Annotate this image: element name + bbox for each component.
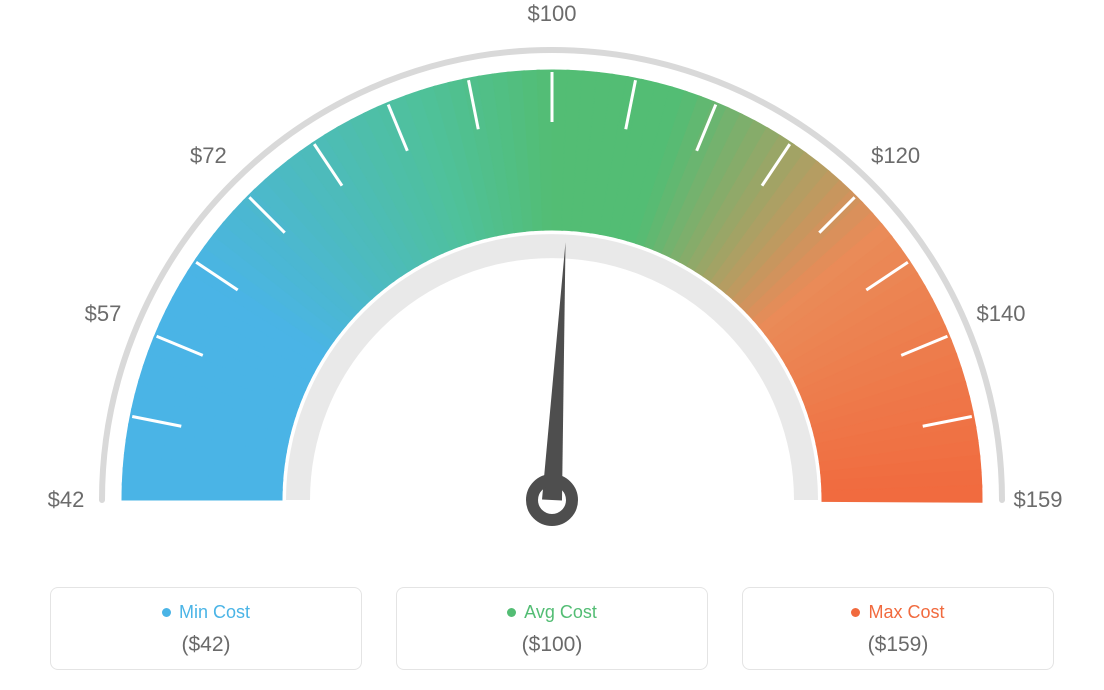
legend-label-max: Max Cost [868,602,944,623]
legend-value-max: ($159) [743,633,1053,657]
legend-value-avg: ($100) [397,633,707,657]
gauge-tick-label: $159 [1014,487,1063,513]
legend-label-avg: Avg Cost [524,602,597,623]
cost-gauge-chart: $42 $57 $72 $100 $120 $140 $159 Min Cost ($42)… [0,0,1104,690]
gauge-tick-label: $72 [190,143,227,169]
legend-dot-min [162,608,171,617]
legend-title-max: Max Cost [851,602,944,623]
legend-card-min: Min Cost ($42) [50,587,362,670]
gauge-tick-label: $100 [528,1,577,27]
legend-card-max: Max Cost ($159) [742,587,1054,670]
legend-label-min: Min Cost [179,602,250,623]
gauge-tick-label: $57 [85,301,122,327]
legend-row: Min Cost ($42) Avg Cost ($100) Max Cost … [0,587,1104,670]
legend-dot-max [851,608,860,617]
legend-title-min: Min Cost [162,602,250,623]
legend-dot-avg [507,608,516,617]
legend-value-min: ($42) [51,633,361,657]
gauge-tick-label: $42 [48,487,85,513]
gauge-tick-label: $140 [977,301,1026,327]
gauge-area: $42 $57 $72 $100 $120 $140 $159 [0,0,1104,560]
legend-card-avg: Avg Cost ($100) [396,587,708,670]
legend-title-avg: Avg Cost [507,602,597,623]
gauge-svg [0,0,1104,560]
gauge-tick-label: $120 [871,143,920,169]
